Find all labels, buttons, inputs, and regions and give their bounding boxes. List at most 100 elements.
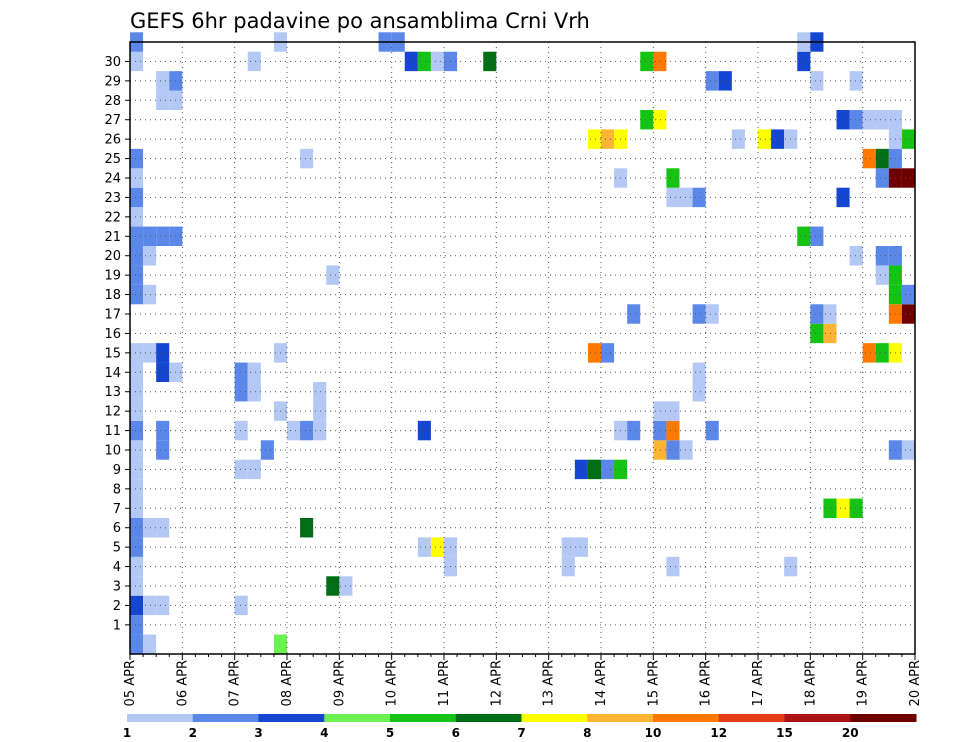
heatmap-cell [797,51,811,72]
heatmap-cell [587,459,601,480]
heatmap-cell [601,343,615,363]
heatmap-cell [875,148,889,169]
heatmap-cell [130,51,144,72]
y-tick-label: 2 [113,599,121,614]
y-tick-label: 28 [104,94,121,109]
y-tick-label: 16 [104,327,121,342]
heatmap-cell [666,401,680,421]
y-tick-label: 7 [113,502,121,517]
heatmap-cell [273,634,287,654]
heatmap-cell [130,382,144,402]
x-tick-label: 07 APR [228,660,243,706]
x-tick-label: 05 APR [123,660,138,706]
x-tick-label: 11 APR [437,660,452,706]
legend-label: 3 [254,726,262,740]
heatmap-cell [156,440,170,460]
y-axis: 1234567891011121314151617181920212223242… [104,55,130,633]
heatmap-cell [143,634,157,654]
legend-label: 12 [710,726,727,740]
y-tick-label: 6 [113,521,121,536]
x-tick-label: 18 APR [803,660,818,706]
heatmap-cell [156,420,170,441]
heatmap-cell [130,479,144,499]
heatmap-cell [234,595,248,616]
y-tick-label: 24 [104,172,121,187]
legend-label: 8 [583,726,591,740]
heatmap-cell [130,362,144,382]
heatmap-cell [260,440,274,460]
heatmap-cell [823,323,837,344]
heatmap-cell [875,343,889,363]
heatmap-cell [430,537,444,557]
heatmap-cell [574,537,588,557]
heatmap-cell [247,382,261,402]
y-tick-label: 15 [104,346,121,361]
heatmap-cell [836,110,850,130]
heatmap-cell [875,246,889,266]
heatmap-cell [156,518,170,538]
y-tick-label: 3 [113,580,121,595]
heatmap-cell [875,110,889,130]
heatmap-cell [313,382,327,402]
heatmap-cell [483,51,497,72]
x-tick-label: 19 APR [856,660,871,706]
legend-swatch [455,714,522,722]
heatmap-cell [901,129,915,149]
heatmap-cell [849,71,863,91]
y-tick-label: 13 [104,385,121,400]
y-tick-label: 29 [104,74,121,89]
heatmap-cell [640,110,654,130]
heatmap-cell [313,420,327,441]
heatmap-cell [130,187,144,208]
heatmap-cell [130,343,144,363]
x-tick-label: 12 APR [489,660,504,706]
heatmap-cell [692,304,706,324]
x-tick-label: 06 APR [175,660,190,706]
cells-layer [130,32,915,654]
x-axis: 05 APR 06 APR 07 APR 08 APR 09 APR 10 APR 11 A… [123,654,923,706]
heatmap-cell [130,168,144,188]
heatmap-cell [679,187,693,208]
y-tick-label: 26 [104,133,121,148]
heatmap-cell [875,265,889,285]
legend-swatch [258,714,325,722]
heatmap-cell [430,51,444,72]
heatmap-cell [836,498,850,518]
heatmap-cell [587,343,601,363]
heatmap-cell [300,518,314,538]
heatmap-cell [130,518,144,538]
legend-swatch [587,714,654,722]
heatmap-cell [130,576,144,596]
heatmap-cell [705,304,719,324]
heatmap-cell [692,362,706,382]
heatmap-cell [810,323,824,344]
legend-swatch [784,714,851,722]
chart-title: GEFS 6hr padavine po ansamblima Crni Vrh [130,9,590,33]
heatmap-cell [836,187,850,208]
heatmap-cell [130,207,144,227]
heatmap-cell [561,556,575,577]
heatmap-cell [666,187,680,208]
legend-label: 5 [386,726,394,740]
x-tick-label: 10 APR [385,660,400,706]
heatmap-cell [156,595,170,616]
y-tick-label: 23 [104,191,121,206]
legend-label: 10 [645,726,662,740]
heatmap-cell [574,459,588,480]
y-tick-label: 21 [104,230,121,245]
heatmap-cell [156,90,170,110]
legend-swatch [192,714,259,722]
heatmap-cell [300,420,314,441]
legend-swatch [850,714,917,722]
heatmap-cell [130,595,144,616]
legend-swatch [521,714,588,722]
heatmap-cell [679,440,693,460]
heatmap-cell [417,420,431,441]
y-tick-label: 1 [113,618,121,633]
heatmap-cell [901,168,915,188]
heatmap-cell [156,71,170,91]
heatmap-cell [653,51,667,72]
legend-label: 4 [320,726,328,740]
heatmap-cell [130,420,144,441]
